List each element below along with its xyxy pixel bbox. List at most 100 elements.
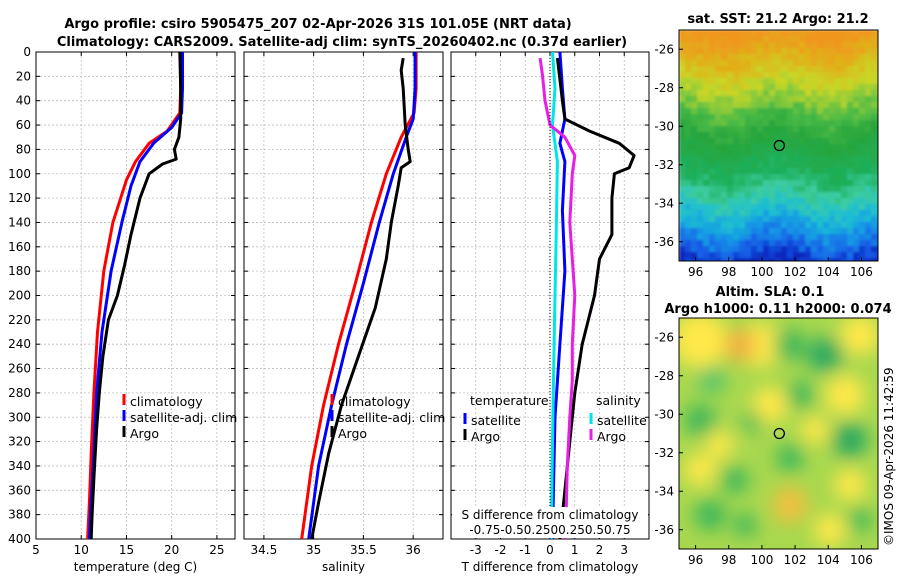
sst-cell bbox=[835, 252, 842, 259]
y-tick-label: 380 bbox=[8, 508, 31, 522]
sst-cell bbox=[703, 132, 710, 139]
sst-cell bbox=[709, 126, 716, 133]
sst-cell bbox=[841, 168, 848, 175]
sst-cell bbox=[715, 36, 722, 43]
sst-cell bbox=[871, 72, 878, 79]
sst-cell bbox=[691, 48, 698, 55]
sst-cell bbox=[757, 162, 764, 169]
sst-cell bbox=[715, 60, 722, 67]
sst-cell bbox=[727, 84, 734, 91]
sst-cell bbox=[739, 36, 746, 43]
sst-cell bbox=[841, 198, 848, 205]
sst-cell bbox=[847, 78, 854, 85]
sst-cell bbox=[685, 54, 692, 61]
sst-cell bbox=[691, 108, 698, 115]
sst-cell bbox=[745, 48, 752, 55]
sst-cell bbox=[721, 168, 728, 175]
sst-cell bbox=[823, 234, 830, 241]
sst-cell bbox=[865, 168, 872, 175]
sst-cell bbox=[721, 204, 728, 211]
sst-cell bbox=[703, 144, 710, 151]
legend-label: satellite bbox=[471, 413, 521, 428]
x-tick-label: 10 bbox=[74, 543, 89, 557]
sst-cell bbox=[763, 102, 770, 109]
sst-cell bbox=[823, 246, 830, 253]
sst-cell bbox=[775, 204, 782, 211]
sst-cell bbox=[727, 72, 734, 79]
sst-cell bbox=[787, 228, 794, 235]
sst-cell bbox=[739, 108, 746, 115]
sst-cell bbox=[715, 162, 722, 169]
y-tick-label: 80 bbox=[16, 142, 31, 156]
sst-cell bbox=[769, 126, 776, 133]
sst-cell bbox=[691, 132, 698, 139]
sst-cell bbox=[697, 156, 704, 163]
sst-cell bbox=[871, 234, 878, 241]
x-tick-label: 104 bbox=[817, 265, 840, 279]
sst-cell bbox=[721, 252, 728, 259]
x-tick-label: 100 bbox=[750, 265, 773, 279]
sst-cell bbox=[817, 258, 824, 261]
sst-cell bbox=[715, 72, 722, 79]
sst-cell bbox=[811, 78, 818, 85]
sst-cell bbox=[697, 66, 704, 73]
sla-title-line1: Altim. SLA: 0.1 bbox=[716, 285, 825, 300]
y-tick-label: -28 bbox=[654, 81, 674, 95]
series-line-argo bbox=[310, 57, 412, 540]
sst-cell bbox=[811, 30, 818, 37]
sst-cell bbox=[811, 120, 818, 127]
sst-cell bbox=[703, 168, 710, 175]
sst-cell bbox=[769, 48, 776, 55]
sst-cell bbox=[781, 114, 788, 121]
sst-cell bbox=[745, 156, 752, 163]
x-tick-label: 102 bbox=[784, 553, 807, 567]
sst-cell bbox=[703, 78, 710, 85]
sst-cell bbox=[745, 234, 752, 241]
sst-cell bbox=[685, 126, 692, 133]
sst-cell bbox=[745, 186, 752, 193]
sst-cell bbox=[733, 78, 740, 85]
sst-cell bbox=[733, 204, 740, 211]
sst-cell bbox=[763, 78, 770, 85]
y-tick-label: 280 bbox=[8, 386, 31, 400]
sst-cell bbox=[787, 96, 794, 103]
sst-cell bbox=[703, 60, 710, 67]
sst-cell bbox=[715, 204, 722, 211]
sst-cell bbox=[859, 54, 866, 61]
sst-cell bbox=[709, 102, 716, 109]
sst-cell bbox=[697, 198, 704, 205]
sst-cell bbox=[685, 234, 692, 241]
sst-cell bbox=[745, 150, 752, 157]
sst-cell bbox=[745, 66, 752, 73]
sst-cell bbox=[871, 240, 878, 247]
sst-cell bbox=[871, 114, 878, 121]
sst-cell bbox=[793, 192, 800, 199]
sst-cell bbox=[679, 174, 686, 181]
sst-cell bbox=[865, 30, 872, 37]
sst-cell bbox=[829, 162, 836, 169]
sst-cell bbox=[679, 156, 686, 163]
sst-cell bbox=[787, 174, 794, 181]
sst-cell bbox=[865, 138, 872, 145]
sst-cell bbox=[751, 36, 758, 43]
sst-cell bbox=[685, 60, 692, 67]
sst-cell bbox=[679, 42, 686, 49]
sst-cell bbox=[841, 222, 848, 229]
sst-cell bbox=[805, 114, 812, 121]
sst-cell bbox=[871, 30, 878, 37]
sst-cell bbox=[859, 228, 866, 235]
sst-cell bbox=[859, 144, 866, 151]
sst-cell bbox=[757, 222, 764, 229]
sst-cell bbox=[823, 84, 830, 91]
sst-cell bbox=[691, 114, 698, 121]
sst-cell bbox=[757, 66, 764, 73]
sst-cell bbox=[817, 162, 824, 169]
sst-cell bbox=[739, 240, 746, 247]
sst-cell bbox=[757, 156, 764, 163]
sst-cell bbox=[745, 198, 752, 205]
y-tick-label: -26 bbox=[654, 42, 674, 56]
sst-cell bbox=[853, 192, 860, 199]
sst-cell bbox=[769, 234, 776, 241]
sst-cell bbox=[703, 36, 710, 43]
sst-cell bbox=[865, 144, 872, 151]
